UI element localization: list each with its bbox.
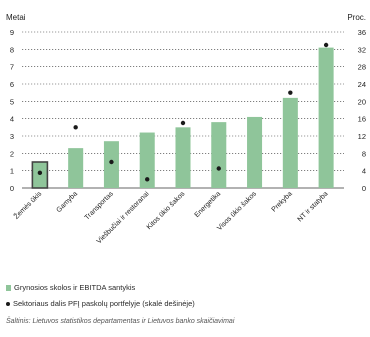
left-tick-label-9: 9 bbox=[10, 28, 14, 37]
dot-4 bbox=[180, 120, 186, 126]
right-tick-label-0: 0 bbox=[362, 184, 366, 193]
right-tick-label-8: 32 bbox=[358, 45, 366, 54]
bar-7 bbox=[282, 97, 298, 188]
left-axis-label: Metai bbox=[6, 13, 26, 22]
legend-dot-swatch bbox=[6, 302, 10, 306]
bar-1 bbox=[68, 148, 84, 188]
left-tick-label-1: 1 bbox=[10, 167, 14, 176]
x-tick-label-5: Energetika bbox=[194, 190, 223, 219]
right-axis-label: Proc. bbox=[347, 13, 366, 22]
x-tick-label-4: Kitos ūkio šakos bbox=[146, 190, 187, 231]
right-tick-label-7: 28 bbox=[358, 63, 366, 72]
left-tick-label-7: 7 bbox=[10, 63, 14, 72]
x-tick-label-7: Prekyba bbox=[271, 190, 294, 213]
bar-5 bbox=[211, 122, 227, 188]
left-tick-label-5: 5 bbox=[10, 97, 14, 106]
left-tick-label-8: 8 bbox=[10, 45, 14, 54]
dot-5 bbox=[216, 166, 221, 171]
legend-bar-swatch bbox=[6, 285, 11, 291]
right-tick-label-5: 20 bbox=[358, 97, 366, 106]
left-tick-label-4: 4 bbox=[10, 115, 14, 124]
dot-8 bbox=[323, 42, 329, 48]
bar-8 bbox=[318, 47, 334, 188]
right-tick-label-4: 16 bbox=[358, 115, 366, 124]
x-tick-label-1: Gamyba bbox=[55, 190, 79, 214]
right-tick-label-3: 12 bbox=[358, 132, 366, 141]
x-tick-label-2: Transportas bbox=[84, 190, 116, 222]
bar-2 bbox=[103, 141, 119, 188]
dot-0 bbox=[37, 170, 43, 176]
left-tick-label-6: 6 bbox=[10, 80, 14, 89]
dot-series bbox=[37, 42, 329, 182]
source-note: Šaltinis: Lietuvos statistikos departame… bbox=[6, 318, 235, 325]
legend-entry-bars: Grynosios skolos ir EBITDA santykis bbox=[6, 283, 135, 292]
x-tick-label-8: NT ir statyba bbox=[297, 190, 330, 223]
legend-bar-label: Grynosios skolos ir EBITDA santykis bbox=[14, 283, 136, 292]
right-tick-label-1: 4 bbox=[362, 167, 366, 176]
dot-3 bbox=[145, 177, 150, 182]
dot-7 bbox=[288, 90, 293, 95]
legend-dot-label: Sektoriaus dalis PFĮ paskolų portfelyje … bbox=[13, 299, 195, 308]
x-tick-label-6: Visos ūkio šakos bbox=[216, 190, 258, 232]
left-tick-label-2: 2 bbox=[10, 149, 14, 158]
dot-2 bbox=[109, 159, 114, 165]
dot-1 bbox=[73, 125, 78, 130]
bar-3 bbox=[139, 132, 155, 188]
bar-series bbox=[31, 47, 334, 189]
left-tick-label-0: 0 bbox=[10, 184, 14, 193]
left-tick-label-3: 3 bbox=[10, 132, 14, 141]
bar-4 bbox=[175, 127, 191, 188]
bar-6 bbox=[247, 116, 263, 188]
right-tick-label-6: 24 bbox=[358, 80, 366, 89]
right-tick-label-2: 8 bbox=[362, 149, 366, 158]
right-tick-label-9: 36 bbox=[358, 28, 366, 37]
x-tick-label-0: Žemės ūkis bbox=[12, 189, 44, 221]
legend-entry-dots: Sektoriaus dalis PFĮ paskolų portfelyje … bbox=[6, 299, 195, 308]
